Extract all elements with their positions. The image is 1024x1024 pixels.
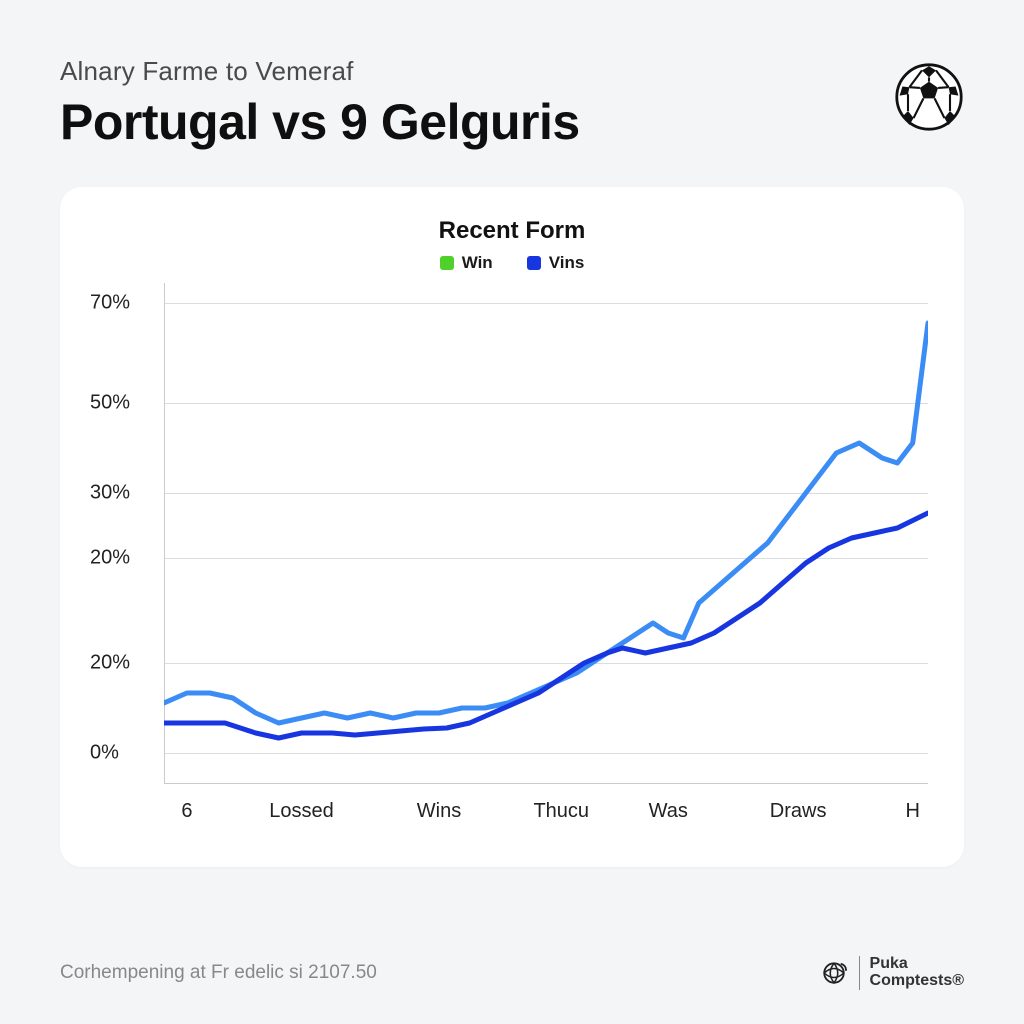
x-tick-label: Lossed [269, 800, 334, 823]
x-tick-label: Draws [770, 800, 827, 823]
series-line-b [164, 513, 928, 738]
legend-swatch-vins [527, 256, 541, 270]
y-tick-label: 50% [90, 392, 130, 415]
legend-label: Vins [549, 253, 585, 273]
footnote: Corhempening at Fr edelic si 2107.50 [60, 962, 377, 984]
x-tick-label: 6 [181, 800, 192, 823]
y-tick-label: 30% [90, 482, 130, 505]
page-title: Portugal vs 9 Gelguris [60, 93, 580, 151]
brand-divider [859, 956, 860, 990]
brand-line2: Comptests® [870, 973, 964, 990]
chart-title: Recent Form [90, 217, 934, 245]
brand: Puka Comptests® [819, 956, 964, 990]
x-axis [164, 783, 928, 784]
x-tick-label: Thucu [533, 800, 589, 823]
title-block: Alnary Farme to Vemeraf Portugal vs 9 Ge… [60, 56, 580, 151]
plot-area: 70% 50% 30% 20% 20% 0% 6 Lossed Wins Thucu Was Draw… [90, 283, 934, 823]
y-tick-label: 70% [90, 292, 130, 315]
legend-item-vins: Vins [527, 253, 585, 273]
brand-line1: Puka [870, 956, 964, 973]
series-line-a [164, 323, 928, 723]
legend: Win Vins [90, 253, 934, 273]
legend-label: Win [462, 253, 493, 273]
x-tick-label: Was [649, 800, 688, 823]
soccer-ball-icon [894, 62, 964, 132]
y-tick-label: 20% [90, 652, 130, 675]
footer: Corhempening at Fr edelic si 2107.50 Puk… [60, 956, 964, 990]
globe-icon [819, 958, 849, 988]
y-tick-label: 20% [90, 547, 130, 570]
x-tick-label: H [905, 800, 919, 823]
legend-item-win: Win [440, 253, 493, 273]
x-tick-label: Wins [417, 800, 461, 823]
chart-card: Recent Form Win Vins 70% 50% 30% 20% 20% 0% 6 L… [60, 187, 964, 867]
series-svg [164, 283, 928, 783]
y-tick-label: 0% [90, 742, 119, 765]
legend-swatch-win [440, 256, 454, 270]
subtitle: Alnary Farme to Vemeraf [60, 56, 580, 87]
brand-text: Puka Comptests® [870, 956, 964, 990]
header: Alnary Farme to Vemeraf Portugal vs 9 Ge… [60, 56, 964, 151]
